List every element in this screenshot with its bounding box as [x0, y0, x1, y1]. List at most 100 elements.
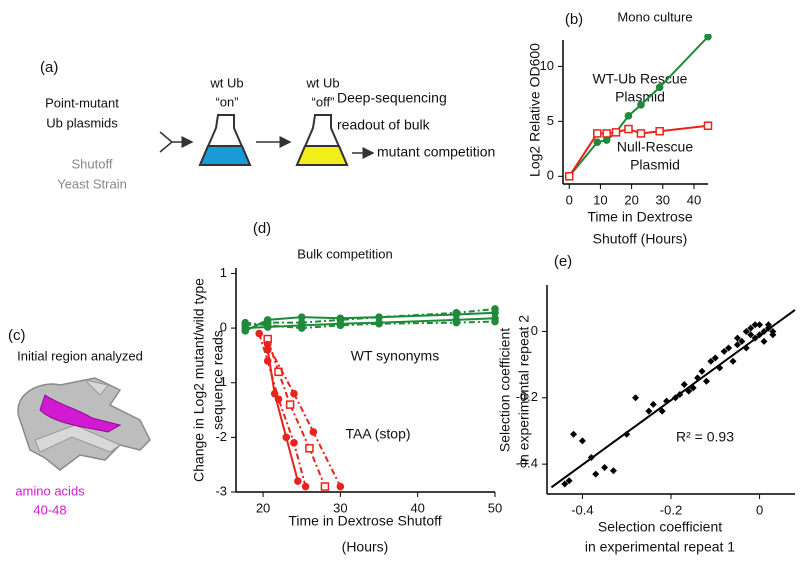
- flask-text: wt Ub: [209, 75, 243, 90]
- x-axis-label: in experimental repeat 1: [585, 539, 735, 555]
- marker: [375, 313, 383, 321]
- x-axis-label: Time in Dextrose Shutoff: [288, 513, 441, 529]
- panel-label: (c): [8, 327, 26, 344]
- marker: [756, 331, 764, 339]
- region-text: 40-48: [33, 502, 66, 517]
- y-tick-label: -0.2: [516, 389, 538, 404]
- marker: [742, 327, 750, 335]
- marker: [702, 377, 710, 385]
- y-tick-label: -1: [215, 374, 227, 389]
- y-tick-label: -2: [215, 429, 227, 444]
- y-axis-label: Selection coefficient: [497, 328, 513, 452]
- marker: [685, 387, 693, 395]
- panel-c: (c) Initial region analyzed amino acids …: [8, 327, 151, 517]
- marker: [336, 314, 345, 323]
- marker: [632, 394, 640, 402]
- marker: [764, 321, 772, 329]
- marker: [742, 344, 750, 352]
- marker: [637, 101, 645, 109]
- panel-label: (a): [40, 59, 58, 76]
- marker: [452, 318, 461, 327]
- marker: [760, 337, 768, 345]
- marker: [611, 128, 621, 137]
- x-tick-label: 40: [687, 192, 701, 207]
- marker: [336, 321, 345, 330]
- marker: [263, 316, 272, 324]
- flask-liquid: [198, 145, 252, 166]
- marker: [655, 83, 664, 92]
- y-axis-label: Log2 Relative OD600: [527, 43, 543, 177]
- marker: [680, 381, 688, 389]
- strain-text: Yeast Strain: [57, 176, 127, 191]
- marker: [587, 454, 595, 462]
- y-tick-label: 0: [547, 168, 554, 183]
- y-tick-label: 10: [540, 58, 554, 73]
- y-tick-label: 1: [220, 265, 227, 280]
- chart-title: Mono culture: [617, 9, 692, 24]
- chart-title: Bulk competition: [297, 246, 392, 261]
- marker: [491, 317, 499, 326]
- x-tick-label: 20: [624, 192, 638, 207]
- marker: [565, 477, 573, 485]
- marker: [336, 482, 345, 491]
- panel-title: Initial region analyzed: [17, 348, 143, 363]
- annotation: R² = 0.93: [676, 429, 734, 445]
- flask-text: wt Ub: [305, 75, 339, 90]
- marker: [602, 129, 611, 138]
- flask-text: “on”: [215, 94, 238, 109]
- panel-label: (e): [554, 253, 572, 270]
- marker: [297, 324, 306, 332]
- marker: [769, 331, 777, 339]
- marker: [241, 327, 250, 335]
- x-tick-label: 30: [656, 192, 670, 207]
- y-tick-label: -0.4: [516, 456, 538, 471]
- marker: [716, 364, 724, 372]
- marker: [689, 384, 697, 392]
- marker: [738, 337, 746, 345]
- marker: [263, 321, 272, 330]
- annotation: Plasmid: [630, 157, 680, 173]
- marker: [241, 318, 250, 327]
- marker: [655, 126, 664, 136]
- marker: [649, 400, 657, 408]
- marker: [636, 129, 646, 138]
- marker: [282, 433, 291, 442]
- marker: [756, 321, 764, 329]
- marker: [564, 172, 574, 181]
- marker: [305, 444, 314, 453]
- panel-label: (d): [253, 220, 271, 237]
- annotation: Null-Rescue: [617, 139, 693, 155]
- strain-text: Shutoff: [72, 156, 113, 171]
- marker: [624, 124, 633, 134]
- marker: [255, 329, 263, 338]
- y-axis-label: Change in Log2 mutant/wild type: [191, 278, 207, 482]
- marker: [623, 430, 631, 438]
- y-axis-label: in experimental repeat 2: [516, 315, 532, 465]
- marker: [320, 482, 330, 491]
- marker: [751, 334, 759, 342]
- marker: [309, 428, 318, 436]
- marker: [290, 439, 298, 447]
- readout-text: Deep-sequencing: [337, 90, 447, 106]
- marker: [285, 400, 295, 409]
- marker: [602, 136, 611, 144]
- flask-text: “off”: [312, 94, 335, 109]
- panel-a: (a) Point-mutant Ub plasmids Shutoff Yea…: [40, 59, 495, 191]
- series-line: [266, 344, 342, 487]
- y-tick-label: 5: [547, 113, 554, 128]
- marker: [609, 467, 617, 475]
- annotation: TAA (stop): [345, 426, 410, 442]
- series-line: [258, 333, 307, 487]
- marker: [704, 34, 712, 41]
- x-tick-label: 40: [410, 500, 424, 515]
- x-tick-label: 50: [488, 500, 502, 515]
- source-text: Ub plasmids: [46, 115, 118, 130]
- panel-label: (b): [565, 11, 583, 28]
- marker: [747, 331, 755, 339]
- marker: [570, 430, 578, 438]
- marker: [733, 341, 741, 349]
- marker: [707, 357, 715, 365]
- marker: [290, 389, 298, 398]
